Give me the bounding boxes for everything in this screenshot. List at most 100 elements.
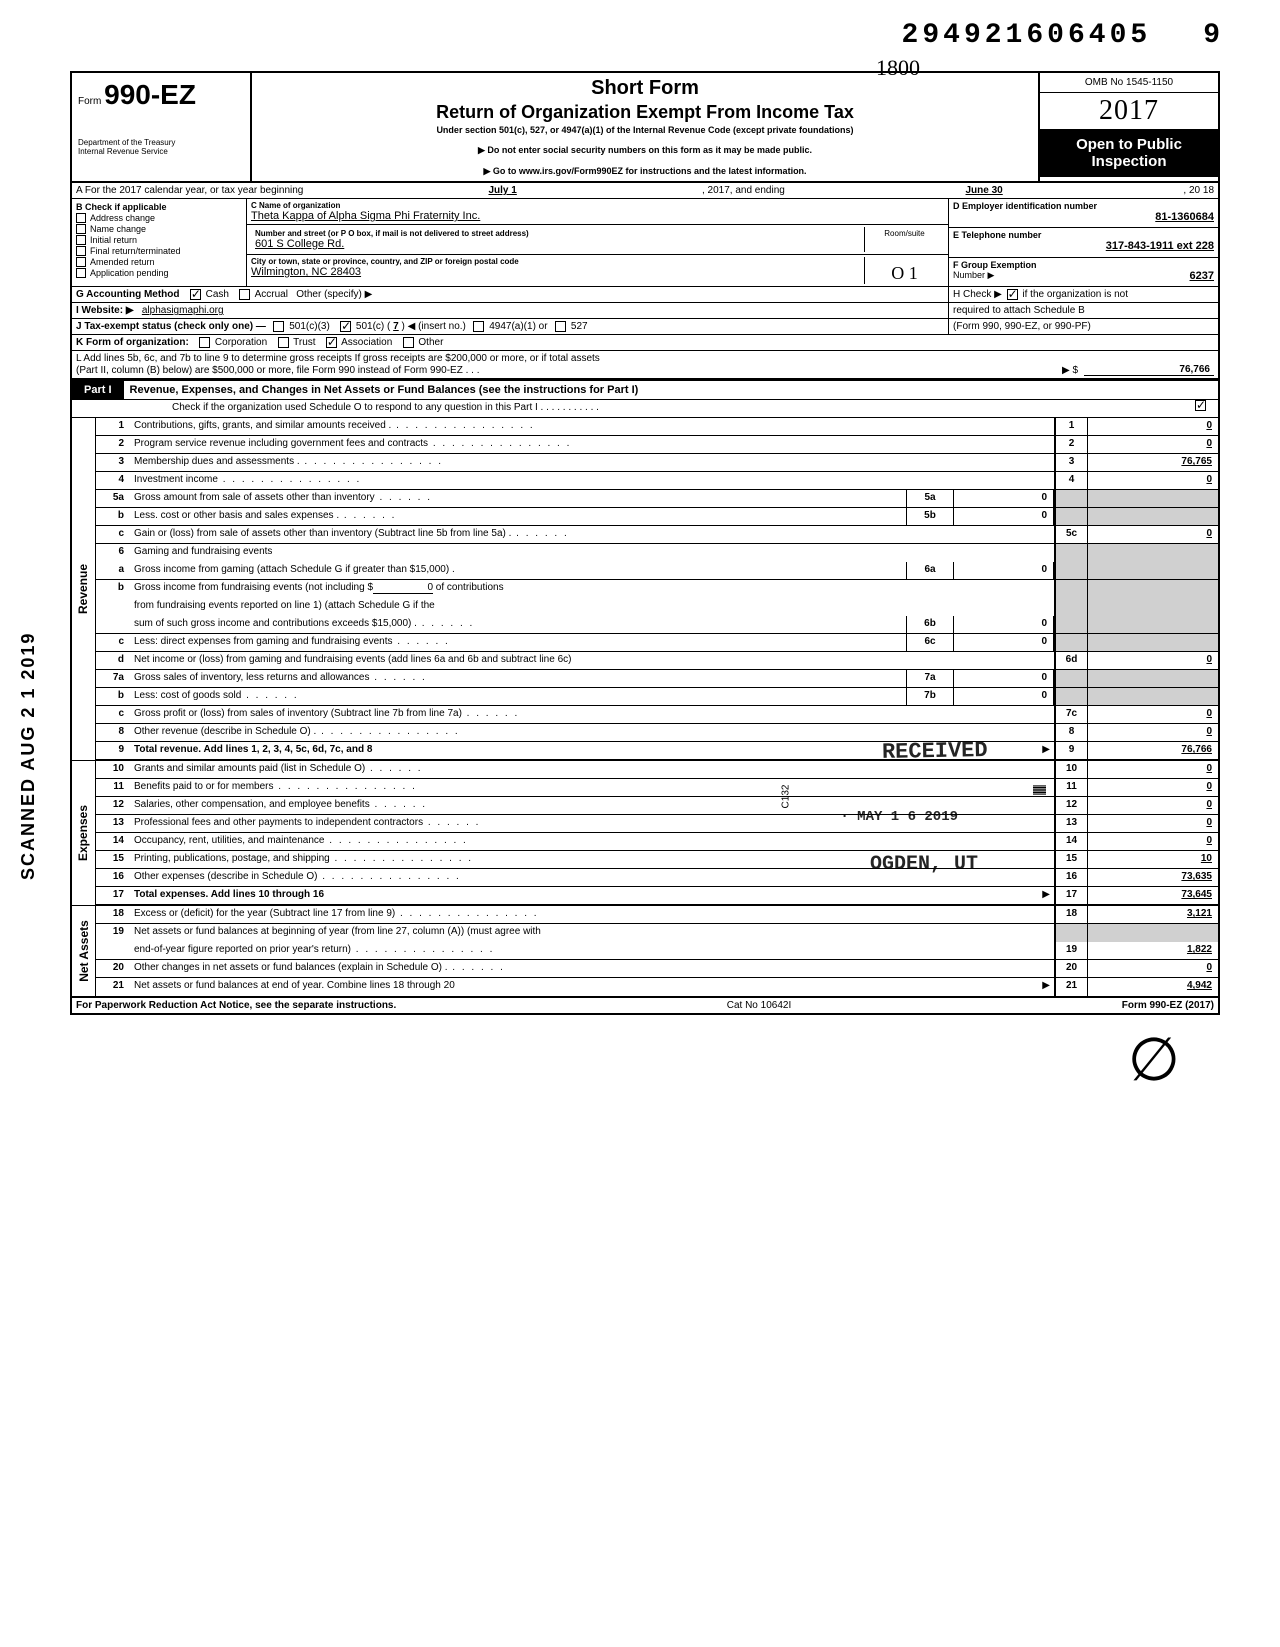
f-lbl: F Group Exemption: [953, 260, 1037, 270]
netassets-section: Net Assets 18Excess or (deficit) for the…: [72, 905, 1218, 998]
footer-left: For Paperwork Reduction Act Notice, see …: [76, 1000, 396, 1011]
line11-no: 11: [1054, 779, 1088, 796]
line1-desc: Contributions, gifts, grants, and simila…: [130, 418, 1054, 435]
line9-desc: Total revenue. Add lines 1, 2, 3, 4, 5c,…: [130, 742, 1054, 759]
footer: For Paperwork Reduction Act Notice, see …: [72, 998, 1218, 1013]
chk-address-change[interactable]: [76, 213, 86, 223]
short-form-label: Short Form: [258, 77, 1032, 100]
line5b-grey: [1054, 508, 1088, 525]
chk-assoc[interactable]: [326, 337, 337, 348]
g6c2: [1088, 634, 1218, 651]
open-line1: Open to Public: [1076, 136, 1182, 153]
line6-grey2: [1088, 544, 1218, 562]
h-line3: (Form 990, 990-EZ, or 990-PF): [948, 319, 1218, 334]
chk-other-org[interactable]: [403, 337, 414, 348]
line5c-desc: Gain or (loss) from sale of assets other…: [130, 526, 1054, 543]
line5a-grey: [1054, 490, 1088, 507]
line9-no: 9: [1054, 742, 1088, 759]
part1-header: Part I Revenue, Expenses, and Changes in…: [72, 379, 1218, 400]
line12-val: 0: [1088, 797, 1218, 814]
line5b-ic: 5b: [906, 508, 954, 525]
e-lbl: E Telephone number: [953, 230, 1214, 240]
lbl-cash: Cash: [206, 289, 229, 300]
chk-h-not-required[interactable]: [1007, 289, 1018, 300]
c-street-lbl: Number and street (or P O box, if mail i…: [255, 229, 860, 238]
chk-final-return[interactable]: [76, 246, 86, 256]
tax-year: 2017: [1040, 93, 1218, 130]
line16-no: 16: [1054, 869, 1088, 886]
line7c-no: 7c: [1054, 706, 1088, 723]
lbl-final-return: Final return/terminated: [90, 246, 181, 256]
line7c-desc: Gross profit or (loss) from sales of inv…: [130, 706, 1054, 723]
handwritten-01: O 1: [864, 257, 944, 284]
rowA-end: June 30: [785, 185, 1184, 196]
line6-desc: Gaming and fundraising events: [130, 544, 1054, 562]
line7c-val: 0: [1088, 706, 1218, 723]
hdr-right: OMB No 1545-1150 2017 Open to Public Ins…: [1038, 73, 1218, 181]
chk-527[interactable]: [555, 321, 566, 332]
line10-val: 0: [1088, 761, 1218, 778]
website-value: alphasigmaphi.org: [142, 305, 224, 316]
line6b-ic: 6b: [906, 616, 954, 633]
instruction-2: ▶ Go to www.irs.gov/Form990EZ for instru…: [258, 166, 1032, 177]
chk-trust[interactable]: [278, 337, 289, 348]
lbl-corp: Corporation: [215, 337, 267, 348]
g19b: [1088, 924, 1218, 942]
chk-amended[interactable]: [76, 257, 86, 267]
chk-initial-return[interactable]: [76, 235, 86, 245]
line20-val: 0: [1088, 960, 1218, 977]
line10-desc: Grants and similar amounts paid (list in…: [130, 761, 1054, 778]
row-a-tax-year: A For the 2017 calendar year, or tax yea…: [72, 183, 1218, 199]
line6a-grey: [1054, 562, 1088, 579]
line17-val: 73,645: [1088, 887, 1218, 904]
j-lbl: J Tax-exempt status (check only one) —: [76, 321, 266, 332]
org-street: 601 S College Rd.: [255, 238, 860, 250]
section-c: C Name of organization Theta Kappa of Al…: [247, 199, 948, 286]
chk-schedule-o[interactable]: [1195, 400, 1206, 411]
org-name: Theta Kappa of Alpha Sigma Phi Fraternit…: [251, 210, 944, 222]
chk-4947[interactable]: [473, 321, 484, 332]
part1-tag: Part I: [72, 381, 124, 399]
expenses-section: Expenses RECEIVED · MAY 1 6 2019 OGDEN, …: [72, 760, 1218, 905]
c-name-lbl: C Name of organization: [251, 201, 944, 210]
chk-cash[interactable]: [190, 289, 201, 300]
line5b-grey2: [1088, 508, 1218, 525]
line7a-ic: 7a: [906, 670, 954, 687]
line1-val: 0: [1088, 418, 1218, 435]
lbl-4947: 4947(a)(1) or: [489, 321, 547, 332]
lbl-initial-return: Initial return: [90, 235, 137, 245]
footer-right: Form 990-EZ (2017): [1122, 1000, 1214, 1011]
line2-val: 0: [1088, 436, 1218, 453]
line2-desc: Program service revenue including govern…: [130, 436, 1054, 453]
chk-501c[interactable]: [340, 321, 351, 332]
line17-no: 17: [1054, 887, 1088, 904]
line20-no: 20: [1054, 960, 1088, 977]
line6c-ic: 6c: [906, 634, 954, 651]
lbl-insert-no: ) ◀ (insert no.): [402, 321, 466, 332]
chk-pending[interactable]: [76, 268, 86, 278]
line11-val: 0: [1088, 779, 1218, 796]
line17-desc: Total expenses. Add lines 10 through 16▶: [130, 887, 1054, 904]
line18-no: 18: [1054, 906, 1088, 923]
g6c1: [1054, 634, 1088, 651]
line7a-iv: 0: [954, 670, 1054, 687]
g6b6: [1088, 616, 1218, 633]
hdr-left: Form 990-EZ Department of the Treasury I…: [72, 73, 252, 181]
line6a-desc: Gross income from gaming (attach Schedul…: [130, 562, 906, 579]
line6c-desc: Less: direct expenses from gaming and fu…: [130, 634, 906, 651]
instruction-1: ▶ Do not enter social security numbers o…: [258, 145, 1032, 156]
chk-501c3[interactable]: [273, 321, 284, 332]
line14-no: 14: [1054, 833, 1088, 850]
chk-name-change[interactable]: [76, 224, 86, 234]
lbl-501c: 501(c) (: [356, 321, 390, 332]
g7a2: [1088, 670, 1218, 687]
row-k: K Form of organization: Corporation Trus…: [72, 335, 1218, 351]
chk-accrual[interactable]: [239, 289, 250, 300]
g7a1: [1054, 670, 1088, 687]
line13-no: 13: [1054, 815, 1088, 832]
l-text1: L Add lines 5b, 6c, and 7b to line 9 to …: [76, 353, 1214, 364]
rowA-suffix: , 20 18: [1183, 185, 1214, 196]
chk-corp[interactable]: [199, 337, 210, 348]
g6b5: [1054, 616, 1088, 633]
line6a-grey2: [1088, 562, 1218, 579]
